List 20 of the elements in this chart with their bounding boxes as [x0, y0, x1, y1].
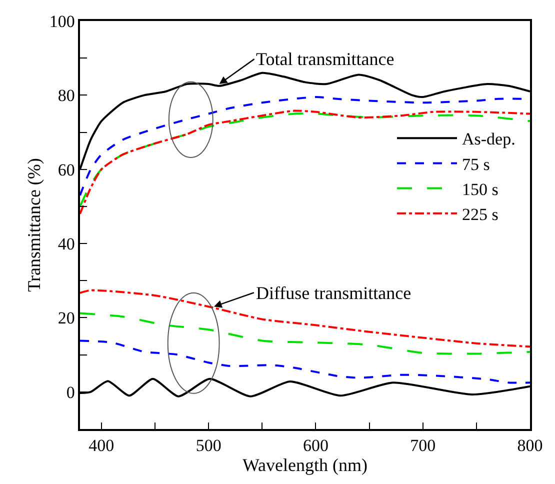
- legend-label: 75 s: [462, 154, 490, 174]
- y-axis-title: Transmittance (%): [24, 158, 44, 292]
- y-tick-label: 80: [58, 86, 75, 106]
- y-tick-label: 60: [58, 160, 75, 180]
- legend-label: As-dep.: [462, 130, 516, 149]
- x-tick-label: 500: [196, 436, 222, 456]
- y-tick-label: 40: [58, 234, 75, 254]
- x-tick-label: 600: [302, 436, 328, 456]
- legend-label: 225 s: [462, 205, 498, 224]
- x-tick-label: 400: [88, 436, 114, 456]
- x-tick-label: 800: [517, 436, 543, 456]
- line-series: [80, 340, 530, 384]
- y-tick-label: 100: [49, 12, 75, 31]
- annotation: Diffuse transmittance: [256, 283, 412, 303]
- legend-label: 150 s: [462, 180, 498, 199]
- x-axis-title: Wavelength (nm): [242, 455, 368, 476]
- y-tick-label: 0: [66, 382, 75, 402]
- y-tick-label: 20: [58, 308, 75, 328]
- annotation: Total transmittance: [256, 49, 394, 69]
- x-tick-label: 700: [410, 436, 436, 456]
